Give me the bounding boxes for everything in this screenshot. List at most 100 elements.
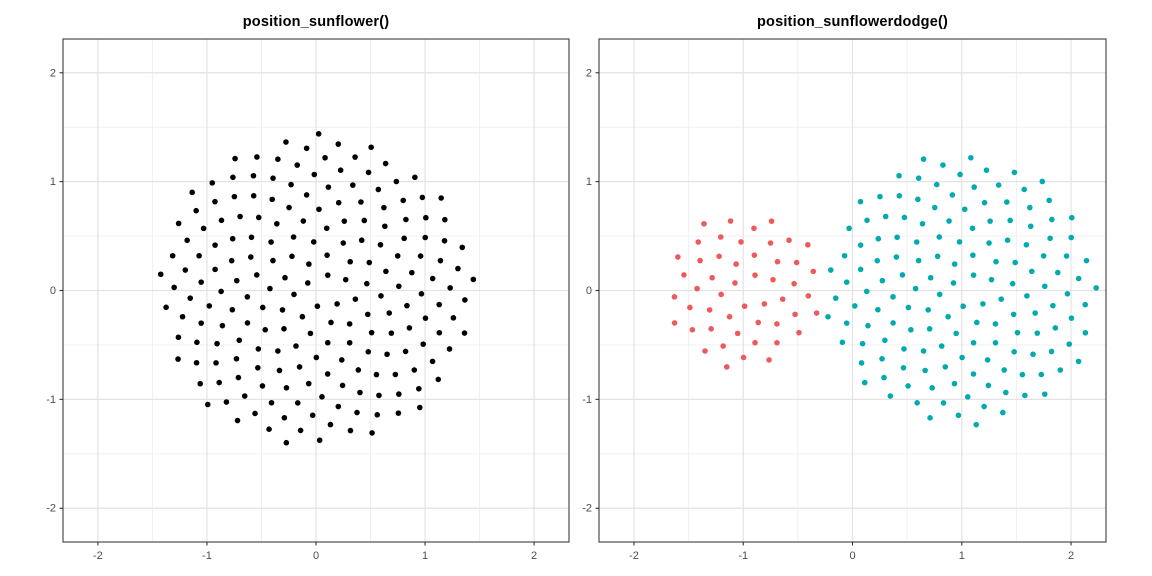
data-point (671, 294, 678, 300)
data-point (255, 364, 261, 371)
data-point (365, 349, 372, 355)
data-point (175, 334, 182, 341)
x-tick-label: 2 (531, 550, 537, 562)
y-tick-label: 2 (50, 67, 56, 79)
data-point (779, 296, 786, 302)
data-point (334, 301, 340, 307)
data-point (213, 360, 219, 366)
data-point (973, 421, 980, 428)
data-point (286, 204, 292, 211)
data-point (727, 218, 734, 224)
data-point (269, 196, 275, 203)
data-point (701, 220, 707, 227)
data-point (324, 252, 330, 258)
x-tick-label: 2 (1068, 550, 1074, 562)
data-point (228, 257, 235, 264)
data-point (1063, 253, 1070, 259)
data-point (282, 274, 288, 281)
data-point (461, 330, 468, 336)
data-point (825, 313, 831, 320)
panel-sunflowerdodge: position_sunflowerdodge() -2 -1 0 1 2 -2 -1 0 1 2 (576, 0, 1152, 576)
data-point (206, 303, 213, 309)
data-point (925, 307, 931, 313)
series-group-2 (825, 154, 1100, 428)
data-point (1041, 283, 1048, 290)
data-point (297, 427, 304, 434)
data-point (985, 382, 992, 389)
data-point (960, 303, 966, 310)
data-point (436, 329, 443, 336)
data-point (340, 240, 347, 246)
data-point (1069, 214, 1075, 221)
data-point (726, 313, 733, 320)
data-point (212, 266, 218, 273)
data-point (723, 364, 730, 370)
data-point (316, 437, 323, 444)
data-point (374, 412, 381, 418)
data-point (244, 294, 251, 300)
data-point (1052, 325, 1059, 331)
data-point (933, 181, 940, 188)
data-point (354, 409, 360, 416)
data-point (169, 252, 176, 259)
data-point (250, 172, 257, 179)
data-point (852, 303, 858, 309)
data-point (218, 288, 224, 295)
data-point (375, 186, 382, 193)
data-point (957, 171, 963, 178)
data-point (447, 285, 453, 291)
data-point (890, 320, 896, 326)
data-point (231, 193, 238, 200)
data-point (697, 257, 703, 264)
data-point (671, 320, 678, 326)
data-point (1019, 371, 1026, 378)
data-point (275, 348, 281, 354)
data-point (335, 141, 342, 147)
data-point (197, 380, 203, 387)
data-point (179, 313, 186, 320)
data-point (262, 326, 269, 333)
data-point (283, 385, 290, 391)
data-point (1027, 223, 1034, 230)
data-point (187, 295, 194, 301)
data-point (706, 307, 713, 313)
data-point (324, 371, 331, 377)
data-point (290, 234, 297, 240)
data-point (233, 277, 240, 284)
data-point (951, 261, 958, 267)
data-point (212, 242, 218, 248)
data-point (365, 169, 372, 176)
scatter-plot-sunflowerdodge: -2 -1 0 1 2 -2 -1 0 1 2 (582, 38, 1107, 562)
data-point (409, 269, 415, 276)
x-tick-label: -2 (93, 550, 103, 562)
data-point (914, 400, 920, 406)
data-point (377, 241, 384, 248)
data-point (1027, 204, 1033, 211)
data-point (325, 184, 332, 190)
data-point (218, 217, 225, 224)
data-point (368, 144, 374, 151)
data-point (1007, 217, 1013, 224)
data-point (968, 154, 974, 161)
data-point (827, 267, 834, 273)
data-point (402, 348, 409, 355)
data-point (235, 374, 242, 381)
data-point (882, 213, 889, 220)
data-point (279, 307, 286, 313)
data-point (417, 253, 424, 259)
data-point (309, 412, 316, 419)
data-point (774, 339, 780, 346)
data-point (316, 206, 322, 213)
data-point (887, 393, 894, 399)
data-point (1082, 301, 1089, 308)
data-point (419, 194, 426, 201)
x-tick-label: 1 (959, 550, 965, 562)
data-point (212, 198, 218, 205)
data-point (266, 426, 272, 433)
data-point (839, 339, 846, 346)
data-point (328, 319, 334, 326)
data-point (310, 239, 317, 245)
data-point (882, 337, 888, 344)
data-point (940, 162, 946, 168)
